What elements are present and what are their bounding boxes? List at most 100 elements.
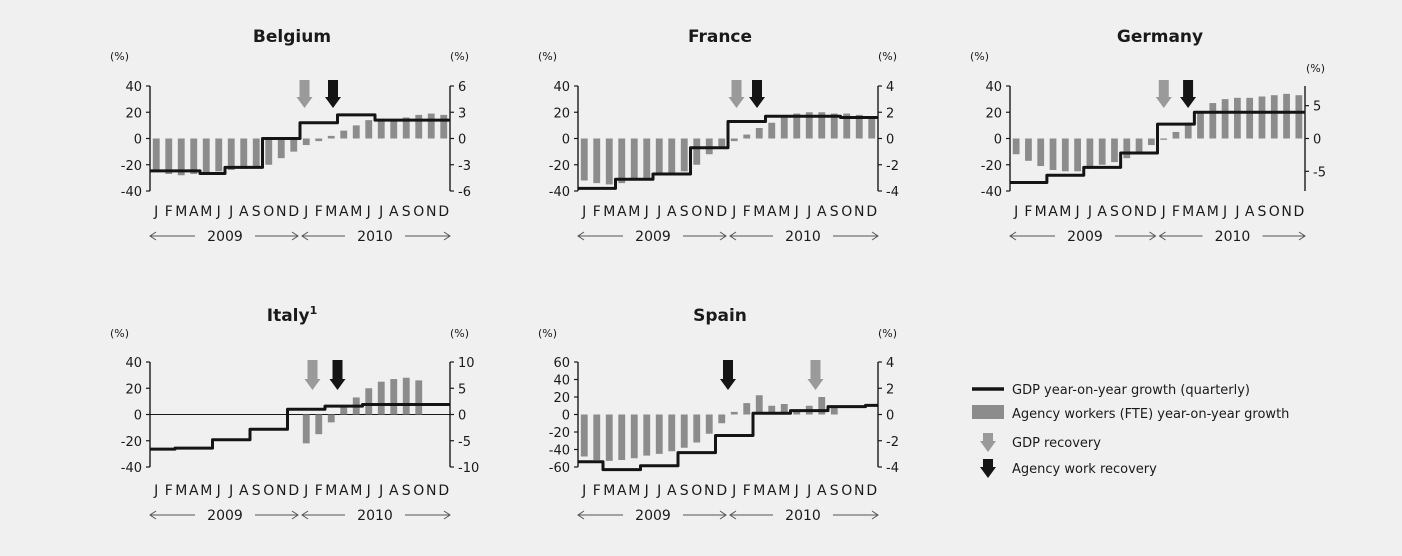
year-arrow-head xyxy=(729,510,737,520)
agency-bar xyxy=(643,414,651,456)
chart-title: France xyxy=(688,27,752,47)
agency-recovery-arrow xyxy=(1180,80,1197,108)
agency-bar xyxy=(643,138,651,178)
month-label: N xyxy=(426,204,436,220)
month-label: A xyxy=(817,483,827,499)
month-label: O xyxy=(691,204,702,220)
gdp-line xyxy=(578,114,878,190)
year-arrow-head xyxy=(1158,231,1166,241)
agency-bar xyxy=(1160,138,1168,140)
month-label: A xyxy=(767,483,777,499)
agency-bar xyxy=(743,403,751,415)
year-arrow-head xyxy=(291,510,299,520)
agency-bar xyxy=(1234,97,1241,139)
left-tick-label: -20 xyxy=(549,159,570,174)
agency-bar xyxy=(1209,103,1217,139)
year-label: 2010 xyxy=(1215,229,1251,245)
right-tick-label: 0 xyxy=(1313,133,1321,148)
left-tick-label: 0 xyxy=(562,409,570,424)
year-arrow-head xyxy=(719,231,727,241)
month-label: N xyxy=(854,483,864,499)
agency-bar xyxy=(402,117,410,139)
month-label: J xyxy=(366,204,371,220)
gdp-recovery-arrow xyxy=(807,360,824,390)
month-label: F xyxy=(165,204,173,220)
month-label: S xyxy=(402,483,411,499)
agency-bar xyxy=(655,414,663,454)
month-label: A xyxy=(617,204,627,220)
year-arrow-head xyxy=(443,510,451,520)
gdp-recovery-arrow xyxy=(304,360,321,390)
month-label: D xyxy=(716,204,727,220)
right-tick-label: -5 xyxy=(1313,165,1326,180)
agency-bar xyxy=(190,138,198,174)
agency-bar xyxy=(618,138,626,184)
left-tick-label: 20 xyxy=(985,106,1002,121)
agency-bar xyxy=(1123,138,1131,159)
month-label: J xyxy=(378,204,383,220)
month-label: A xyxy=(339,204,349,220)
year-label: 2009 xyxy=(207,229,243,245)
month-label: M xyxy=(1059,204,1071,220)
agency-bar xyxy=(818,112,826,139)
agency-bar xyxy=(793,410,801,415)
left-unit-label: (%) xyxy=(538,50,557,63)
year-label: 2009 xyxy=(1067,229,1103,245)
agency-bar xyxy=(693,414,701,443)
month-label: J xyxy=(794,204,799,220)
month-label: M xyxy=(200,483,212,499)
agency-bar xyxy=(680,138,688,172)
month-label: A xyxy=(617,483,627,499)
year-arrow-head xyxy=(871,510,879,520)
month-label: D xyxy=(438,483,449,499)
month-label: F xyxy=(743,483,751,499)
month-label: O xyxy=(413,483,424,499)
agency-bar xyxy=(277,138,285,159)
month-label: A xyxy=(389,204,399,220)
left-tick-label: 40 xyxy=(553,80,570,95)
right-tick-label: -6 xyxy=(458,185,471,200)
agency-bar xyxy=(743,134,751,139)
month-label: D xyxy=(866,483,877,499)
agency-bar xyxy=(177,138,185,176)
agency-bar xyxy=(705,414,713,434)
left-tick-label: 0 xyxy=(134,409,142,424)
month-label: M xyxy=(175,204,187,220)
legend-gdp-line-label: GDP year-on-year growth (quarterly) xyxy=(1012,383,1250,398)
right-tick-label: -4 xyxy=(886,461,899,476)
month-label: N xyxy=(704,204,714,220)
agency-bar xyxy=(593,138,601,184)
left-tick-label: -20 xyxy=(121,435,142,450)
month-label: M xyxy=(628,204,640,220)
year-label: 2009 xyxy=(635,508,671,524)
month-label: A xyxy=(1196,204,1206,220)
month-label: M xyxy=(325,483,337,499)
right-tick-label: -3 xyxy=(458,159,471,174)
month-label: M xyxy=(1207,204,1219,220)
left-tick-label: 20 xyxy=(553,391,570,406)
agency-bar xyxy=(377,381,385,415)
agency-bar xyxy=(365,120,373,139)
agency-bar xyxy=(793,113,801,139)
month-label: J xyxy=(1013,204,1018,220)
month-label: J xyxy=(644,204,649,220)
month-label: F xyxy=(743,204,751,220)
agency-bar xyxy=(1197,112,1204,139)
month-label: M xyxy=(200,204,212,220)
agency-bar xyxy=(1037,138,1045,167)
agency-bar xyxy=(1246,97,1254,139)
right-tick-label: 4 xyxy=(886,356,894,371)
chart-title: Spain xyxy=(693,306,747,326)
month-label: M xyxy=(325,204,337,220)
chart-title: Belgium xyxy=(253,27,331,47)
agency-bar xyxy=(605,414,613,461)
month-label: J xyxy=(303,483,308,499)
left-tick-label: 40 xyxy=(125,356,142,371)
year-label: 2009 xyxy=(207,508,243,524)
agency-bar xyxy=(668,138,676,174)
left-tick-label: 40 xyxy=(985,80,1002,95)
year-label: 2010 xyxy=(357,508,393,524)
agency-bar xyxy=(605,138,613,185)
gdp-recovery-arrow xyxy=(1155,80,1172,108)
